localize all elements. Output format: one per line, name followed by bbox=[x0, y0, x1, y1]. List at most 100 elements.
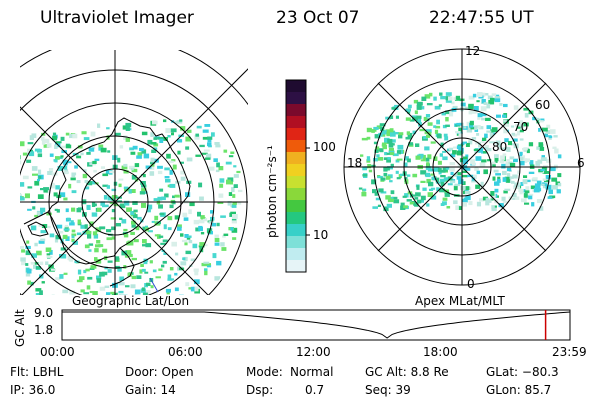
emission-pixel bbox=[131, 275, 137, 280]
emission-pixel bbox=[505, 161, 509, 167]
emission-pixel bbox=[382, 144, 387, 150]
emission-pixel bbox=[93, 203, 97, 207]
emission-pixel bbox=[385, 129, 391, 134]
emission-pixel bbox=[476, 100, 480, 103]
emission-pixel bbox=[476, 201, 481, 207]
emission-pixel bbox=[131, 257, 137, 261]
emission-pixel bbox=[549, 135, 553, 139]
emission-pixel bbox=[45, 261, 49, 265]
emission-pixel bbox=[94, 248, 99, 253]
emission-pixel bbox=[96, 275, 102, 280]
emission-pixel bbox=[167, 278, 173, 281]
emission-pixel bbox=[33, 264, 37, 269]
emission-pixel bbox=[386, 152, 392, 155]
emission-pixel bbox=[523, 107, 529, 111]
emission-pixel bbox=[362, 188, 367, 192]
emission-pixel bbox=[386, 157, 391, 163]
emission-pixel bbox=[229, 181, 233, 185]
emission-pixel bbox=[71, 235, 75, 239]
emission-pixel bbox=[158, 204, 163, 209]
emission-pixel bbox=[106, 229, 112, 233]
emission-pixel bbox=[167, 216, 173, 221]
emission-pixel bbox=[232, 194, 236, 198]
emission-pixel bbox=[471, 179, 476, 183]
emission-pixel bbox=[63, 162, 68, 166]
emission-pixel bbox=[435, 177, 440, 183]
emission-pixel bbox=[491, 132, 496, 135]
emission-pixel bbox=[161, 264, 165, 268]
emission-pixel bbox=[106, 292, 111, 295]
emission-pixel bbox=[230, 211, 236, 216]
scale-band bbox=[286, 152, 306, 165]
emission-pixel bbox=[427, 122, 433, 126]
emission-pixel bbox=[12, 143, 15, 145]
emission-pixel bbox=[115, 256, 120, 261]
emission-pixel bbox=[454, 183, 461, 187]
emission-pixel bbox=[461, 170, 467, 173]
emission-pixel bbox=[532, 116, 537, 121]
emission-pixel bbox=[445, 110, 450, 115]
emission-pixel bbox=[129, 253, 133, 258]
emission-pixel bbox=[430, 173, 435, 176]
emission-pixel bbox=[479, 198, 485, 202]
emission-pixel bbox=[199, 144, 205, 148]
emission-pixel bbox=[502, 177, 507, 182]
emission-pixel bbox=[467, 174, 474, 178]
emission-pixel bbox=[434, 105, 441, 110]
emission-pixel bbox=[207, 142, 212, 147]
magnetic-map bbox=[343, 48, 581, 286]
scale-unit-label: photon cm⁻²s⁻¹ bbox=[265, 145, 279, 238]
emission-pixel bbox=[210, 210, 213, 214]
emission-pixel bbox=[43, 188, 48, 193]
emission-pixel bbox=[10, 165, 16, 168]
emission-pixel bbox=[481, 159, 487, 163]
emission-pixel bbox=[531, 202, 535, 207]
emission-pixel bbox=[195, 227, 200, 232]
emission-pixel bbox=[462, 181, 466, 185]
emission-pixel bbox=[132, 201, 138, 205]
emission-pixel bbox=[34, 214, 38, 218]
emission-pixel bbox=[541, 155, 545, 159]
emission-pixel bbox=[469, 120, 474, 126]
emission-pixel bbox=[87, 276, 93, 280]
emission-pixel bbox=[38, 240, 45, 244]
time-tick-1200: 12:00 bbox=[296, 345, 331, 359]
emission-pixel bbox=[13, 197, 18, 201]
emission-pixel bbox=[518, 188, 524, 192]
emission-pixel bbox=[535, 161, 541, 166]
emission-pixel bbox=[154, 234, 159, 237]
emission-pixel bbox=[523, 122, 529, 127]
emission-pixel bbox=[199, 242, 205, 247]
emission-pixel bbox=[407, 132, 413, 138]
emission-pixel bbox=[115, 132, 121, 136]
status-door: Door: Open bbox=[125, 365, 194, 379]
emission-pixel bbox=[423, 136, 428, 139]
emission-pixel bbox=[31, 166, 38, 171]
emission-pixel bbox=[477, 125, 481, 129]
emission-pixel bbox=[232, 237, 237, 240]
emission-pixel bbox=[530, 185, 537, 190]
emission-pixel bbox=[20, 193, 23, 198]
emission-pixel bbox=[53, 159, 58, 162]
emission-pixel bbox=[378, 188, 384, 193]
emission-pixel bbox=[56, 224, 63, 229]
emission-pixel bbox=[475, 184, 481, 189]
emission-pixel bbox=[396, 158, 403, 161]
emission-pixel bbox=[453, 146, 458, 149]
emission-pixel bbox=[395, 159, 400, 163]
emission-pixel bbox=[20, 160, 22, 165]
emission-pixel bbox=[545, 181, 551, 184]
emission-pixel bbox=[462, 198, 467, 203]
emission-pixel bbox=[159, 188, 164, 192]
coastline-peninsula bbox=[23, 211, 49, 225]
emission-pixel bbox=[495, 140, 501, 145]
emission-pixel bbox=[22, 152, 28, 156]
emission-pixel bbox=[102, 173, 109, 177]
emission-pixel bbox=[157, 165, 163, 169]
emission-pixel bbox=[428, 181, 434, 187]
emission-pixel bbox=[403, 162, 408, 167]
emission-pixel bbox=[40, 207, 46, 213]
emission-pixel bbox=[366, 127, 372, 133]
emission-pixel bbox=[130, 284, 136, 289]
emission-pixel bbox=[232, 214, 238, 219]
